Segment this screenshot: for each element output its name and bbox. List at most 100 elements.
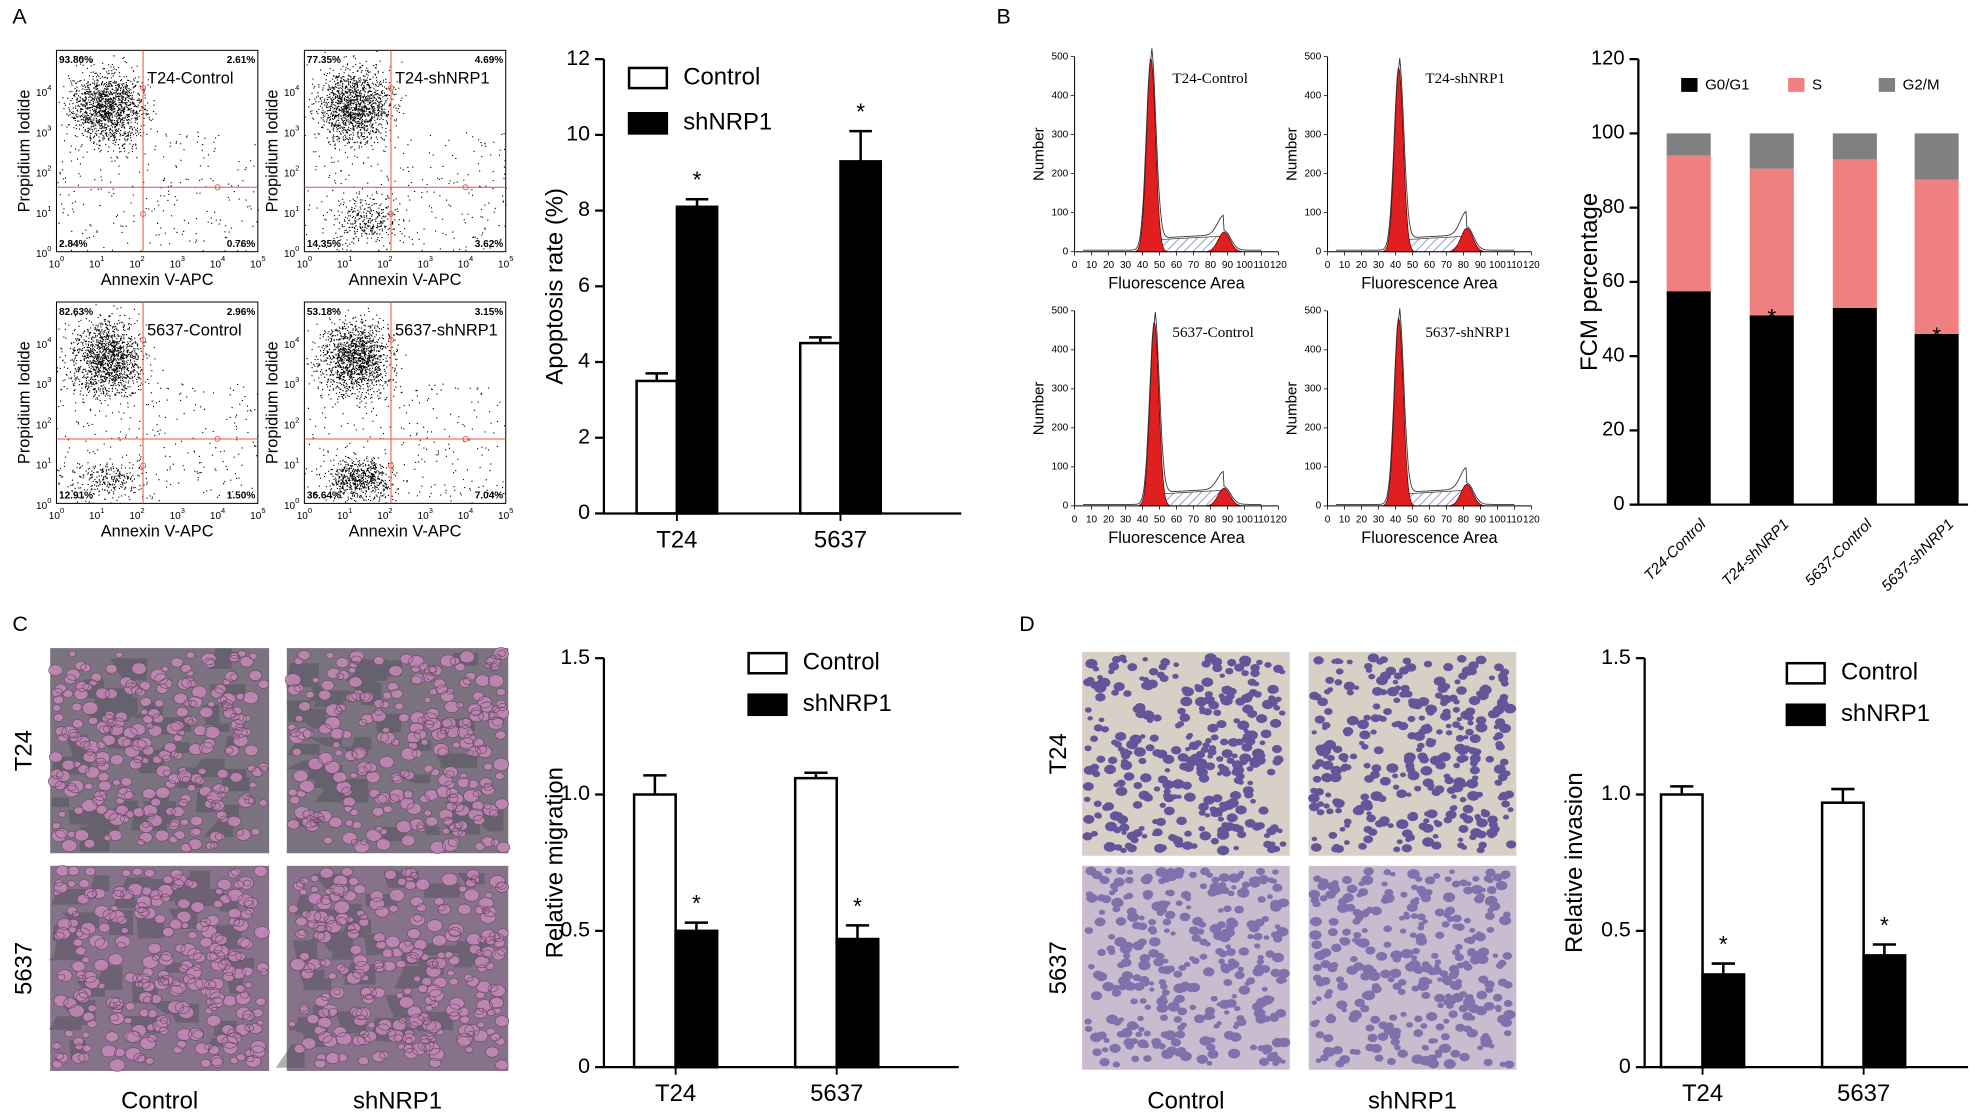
y-tick-label: 400 (1304, 345, 1321, 356)
quadrant-percent: 82.63% (59, 307, 93, 318)
gate-handle (462, 184, 469, 191)
tick-base: 10 (36, 339, 48, 350)
micrograph-cells (1308, 653, 1517, 854)
y-tick-label: 0 (1316, 501, 1322, 512)
tick-base: 10 (89, 511, 101, 522)
significance-mark: * (856, 98, 865, 124)
x-tick-label: 60 (1171, 514, 1183, 525)
tick-exponent: 3 (181, 506, 185, 515)
row-label: 5637 (10, 942, 37, 995)
tick-base: 10 (284, 88, 296, 99)
x-tick-label: 100 (1489, 514, 1506, 525)
x-tick-label: 50 (1407, 514, 1419, 525)
error-bar (684, 921, 709, 931)
plot-frame (55, 301, 259, 504)
bar (793, 776, 838, 1069)
axis-tick-label: 103 (418, 254, 433, 270)
legend-label: Control (803, 649, 880, 676)
tick-base: 10 (284, 168, 296, 179)
axis-tick-label: 102 (284, 415, 299, 431)
quadrant-percent: 2.61% (227, 55, 256, 66)
axis-tick-label: 105 (250, 506, 265, 522)
quadrant-percent: 3.15% (475, 307, 504, 318)
axis-tick-label: 103 (284, 375, 299, 391)
g1-peak (1138, 322, 1171, 507)
significance-mark: * (1719, 931, 1728, 957)
y-tick-label: 300 (1304, 384, 1321, 395)
panel-label: D (1019, 612, 1034, 636)
gate-handle (388, 336, 394, 343)
y-tick-label: 8 (578, 197, 590, 221)
tick-exponent: 0 (47, 244, 51, 253)
g2-peak (1449, 483, 1485, 507)
tick-base: 10 (498, 511, 510, 522)
column-label: shNRP1 (1368, 1088, 1457, 1115)
quadrant-percent: 2.96% (227, 307, 256, 318)
tick-exponent: 2 (295, 164, 299, 173)
legend-label: shNRP1 (803, 690, 892, 717)
error-bar (685, 197, 709, 207)
x-tick-label: 120 (1523, 514, 1540, 525)
y-tick-label: 0.5 (560, 918, 590, 942)
axis-tick-label: 102 (36, 164, 51, 180)
y-axis-label: Apoptosis rate (%) (541, 188, 568, 385)
y-tick-label: 500 (1052, 305, 1069, 316)
x-tick-label: 5637 (814, 526, 867, 553)
tick-base: 10 (36, 501, 48, 512)
tick-exponent: 1 (100, 254, 104, 263)
legend-swatch (747, 693, 788, 717)
tick-base: 10 (284, 501, 296, 512)
legend-swatch (1878, 78, 1896, 92)
x-tick-label: 120 (1523, 260, 1540, 271)
x-tick-label: 90 (1475, 514, 1487, 525)
tick-base: 10 (458, 259, 470, 270)
tick-exponent: 4 (295, 335, 299, 344)
gate-handle (140, 210, 147, 217)
legend-swatch (627, 112, 669, 135)
x-tick-label: 120 (1270, 260, 1287, 271)
plot-title: T24-shNRP1 (1425, 71, 1505, 87)
axis-tick-label: 105 (498, 254, 513, 270)
quadrant-percent: 2.84% (59, 239, 88, 250)
legend-swatch (627, 66, 669, 90)
x-tick-label: 40 (1137, 514, 1149, 525)
axis-tick-label: 102 (284, 164, 299, 180)
tick-exponent: 1 (295, 204, 299, 213)
tick-base: 10 (284, 128, 296, 139)
s-phase-area (1401, 235, 1464, 253)
significance-mark: * (693, 167, 702, 193)
axis-tick-label: 102 (377, 254, 392, 270)
tick-base: 10 (337, 259, 349, 270)
panel-label: A (12, 4, 27, 28)
tick-base: 10 (284, 420, 296, 431)
plot-title: 5637-shNRP1 (395, 321, 498, 339)
legend-swatch (1785, 703, 1826, 727)
x-tick-label: 100 (1236, 514, 1253, 525)
gate-handle (214, 435, 221, 442)
tick-exponent: 0 (308, 254, 312, 263)
legend-label: shNRP1 (683, 109, 772, 136)
tick-base: 10 (284, 339, 296, 350)
micrograph-cells (287, 867, 510, 1071)
y-tick-label: 0 (1063, 246, 1069, 257)
error-bar (1670, 785, 1694, 795)
y-tick-label: 200 (1052, 423, 1069, 434)
tick-exponent: 5 (509, 254, 513, 263)
tick-base: 10 (297, 259, 309, 270)
tick-base: 10 (36, 380, 48, 391)
quadrant-percent: 3.62% (475, 239, 504, 250)
axis-tick-label: 104 (458, 254, 473, 270)
tick-base: 10 (129, 511, 141, 522)
y-tick-label: 10 (566, 122, 590, 146)
axis-tick-label: 105 (498, 506, 513, 522)
quadrant-percent: 7.04% (475, 490, 504, 501)
y-tick-label: 100 (1052, 462, 1069, 473)
error-bar (849, 129, 872, 162)
y-axis-label: Number (1283, 127, 1300, 181)
axis-tick-label: 101 (89, 506, 104, 522)
tick-base: 10 (36, 128, 48, 139)
x-tick-label: 80 (1205, 260, 1217, 271)
x-axis-label: Annexin V-APC (349, 523, 462, 541)
x-axis-label: Fluorescence Area (1361, 529, 1498, 547)
axis-tick-label: 101 (36, 456, 51, 472)
